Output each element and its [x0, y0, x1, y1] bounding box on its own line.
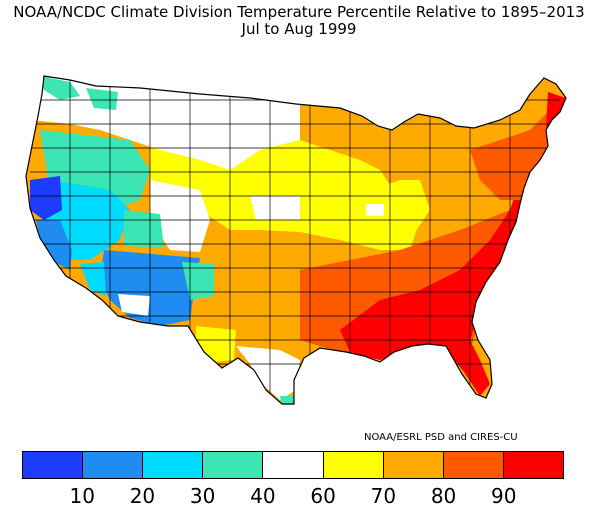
- legend-tick-label: 30: [189, 484, 216, 508]
- region-texas-40-60: [236, 346, 300, 400]
- region-california-lt10: [30, 176, 62, 220]
- legend-swatch-7: [443, 452, 504, 478]
- division-boundaries: [30, 76, 560, 404]
- legend-swatch-5: [323, 452, 384, 478]
- region-southwest-20-30: [80, 262, 106, 296]
- us-outline: [25, 75, 567, 405]
- region-utah-30-40: [124, 210, 164, 248]
- credit-label: NOAA/ESRL PSD and CIRES-CU: [364, 432, 518, 443]
- legend-tick-label: 10: [69, 484, 95, 508]
- region-az-white: [118, 294, 150, 316]
- legend-swatch-4: [263, 452, 324, 478]
- legend-tick-label: 60: [310, 484, 336, 508]
- legend-swatch-3: [203, 452, 264, 478]
- region-california-10-20: [36, 220, 72, 270]
- legend-tick-label: 40: [250, 484, 276, 508]
- region-northeast-80-90: [470, 100, 566, 200]
- legend-tick-label: 20: [129, 484, 156, 508]
- legend-swatch-0: [23, 452, 84, 478]
- region-illinois-white: [366, 204, 384, 216]
- region-colorado-40-60: [150, 180, 210, 252]
- legend-tick-label: 80: [430, 484, 457, 508]
- region-newengland-gt90: [546, 92, 566, 128]
- legend-swatch-6: [383, 452, 444, 478]
- legend-swatch-2: [143, 452, 204, 478]
- map-subtitle: Jul to Aug 1999: [241, 20, 357, 38]
- legend-swatch-8: [503, 452, 563, 478]
- color-legend-bar: [22, 451, 564, 479]
- legend-tick-label: 70: [370, 484, 397, 508]
- map-title: NOAA/NCDC Climate Division Temperature P…: [13, 3, 585, 21]
- region-southeast-gt90: [340, 180, 530, 396]
- legend-tick-label: 90: [491, 484, 517, 508]
- region-midwest-60-70: [340, 180, 430, 240]
- region-nebraska-40-60: [250, 196, 300, 220]
- legend-swatch-1: [83, 452, 144, 478]
